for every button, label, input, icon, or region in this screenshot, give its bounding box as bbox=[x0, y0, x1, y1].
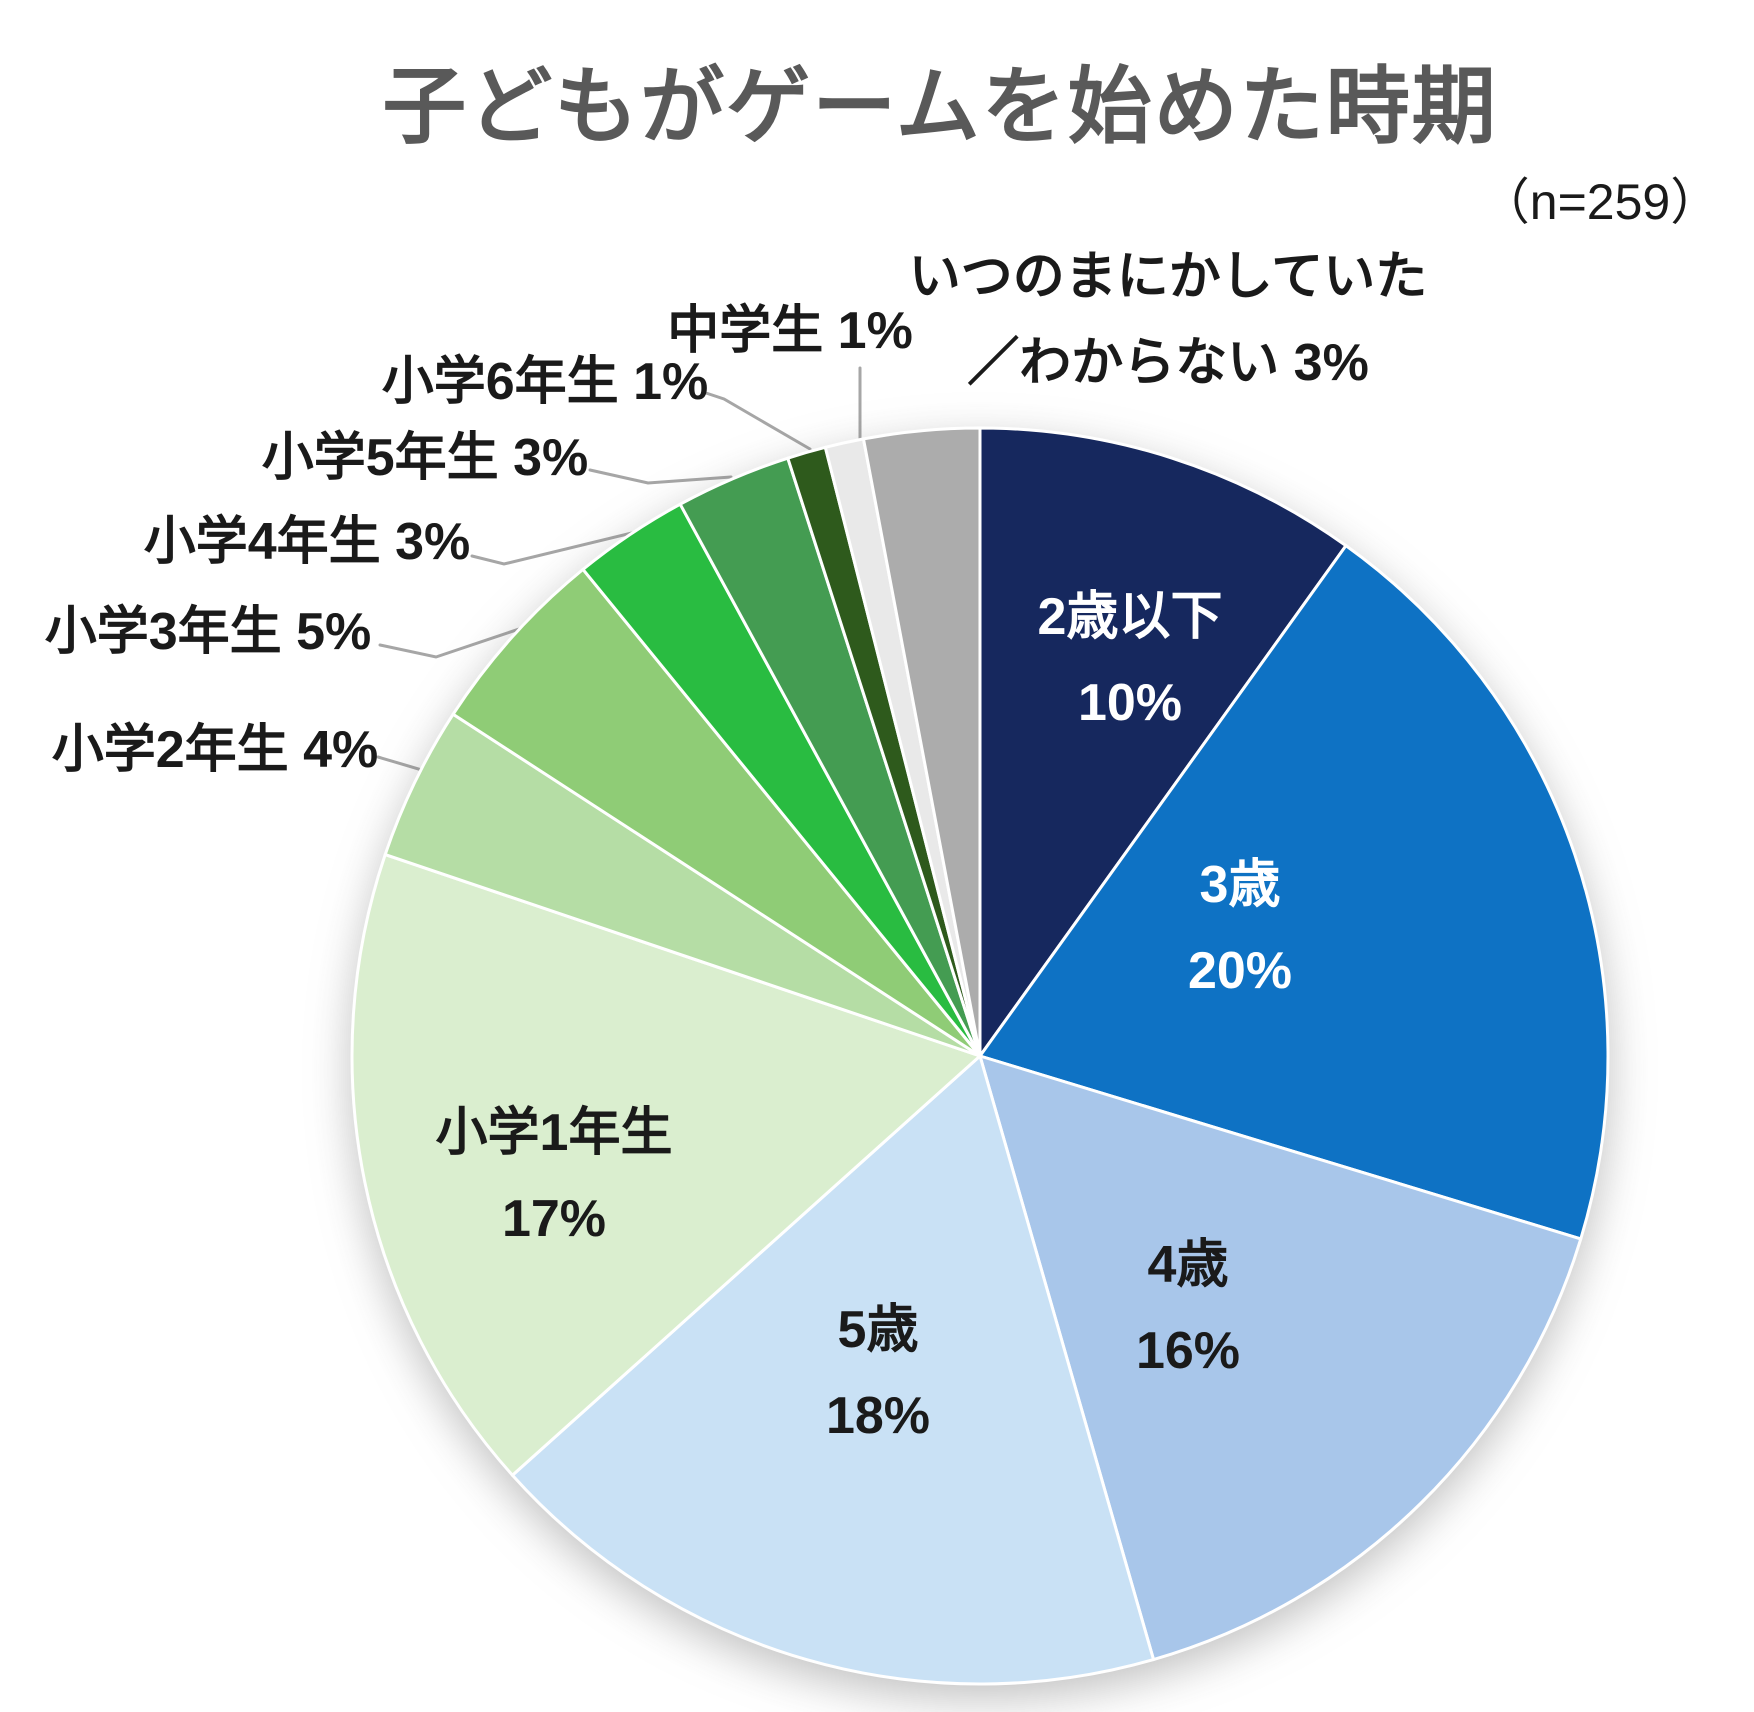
slice-label-age-2-or-under: 2歳以下 10% bbox=[1038, 574, 1223, 746]
pie-slice-age-2-or-under bbox=[978, 426, 1348, 1058]
slice-label-line: 小学4年生 3% bbox=[143, 513, 471, 571]
slice-label-line: 5歳 bbox=[837, 1301, 919, 1359]
slice-label-grade-1: 小学1年生 17% bbox=[436, 1090, 673, 1262]
leader-line-grade-6 bbox=[704, 391, 812, 451]
slice-label-grade-5: 小学5年生 3% bbox=[262, 415, 589, 501]
slice-label-line: 2歳以下 bbox=[1037, 588, 1223, 646]
slice-label-line: いつのまにかしていた bbox=[908, 248, 1428, 306]
slice-label-line: 小学6年生 1% bbox=[381, 353, 709, 411]
slice-label-line: 小学5年生 3% bbox=[261, 429, 589, 487]
slice-label-junior-high: 中学生 1% bbox=[667, 288, 913, 374]
slice-label-line: 10% bbox=[1077, 674, 1183, 732]
slice-label-line: 16% bbox=[1135, 1322, 1241, 1380]
slice-label-grade-6: 小学6年生 1% bbox=[382, 339, 709, 425]
slice-label-line: 小学3年生 5% bbox=[44, 603, 372, 661]
pie-slice-age-3 bbox=[978, 544, 1610, 1241]
slice-label-line: 小学1年生 bbox=[435, 1104, 673, 1162]
slice-label-line: 中学生 1% bbox=[667, 302, 913, 360]
slice-label-age-5: 5歳 18% bbox=[826, 1287, 930, 1459]
chart-title: 子どもがゲームを始めた時期 bbox=[382, 59, 1498, 154]
slice-label-age-4: 4歳 16% bbox=[1136, 1222, 1240, 1394]
slice-label-line: 3歳 bbox=[1199, 856, 1281, 914]
slice-label-line: 18% bbox=[825, 1387, 931, 1445]
slice-label-line: ／わからない 3% bbox=[967, 334, 1369, 392]
slice-label-age-3: 3歳 20% bbox=[1188, 842, 1292, 1014]
leader-line-grade-3 bbox=[378, 620, 542, 659]
pie-slice-grade-1 bbox=[350, 853, 982, 1477]
slice-label-grade-4: 小学4年生 3% bbox=[144, 499, 471, 585]
leader-line-grade-5 bbox=[588, 468, 733, 485]
slice-label-unknown: いつのまにかしていた ／わからない 3% bbox=[909, 234, 1427, 406]
slice-label-line: 17% bbox=[501, 1190, 607, 1248]
slice-label-line: 4歳 bbox=[1147, 1236, 1229, 1294]
leader-line-grade-4 bbox=[470, 530, 638, 566]
pie-slice-age-4 bbox=[978, 1054, 1583, 1662]
slice-label-line: 20% bbox=[1187, 942, 1293, 1000]
slice-label-grade-3: 小学3年生 5% bbox=[45, 589, 372, 675]
pie-slice-grade-3 bbox=[451, 567, 982, 1058]
pie-slice-unknown bbox=[861, 426, 982, 1058]
sample-size-note: （n=259） bbox=[1479, 174, 1721, 230]
pie-slice-age-5 bbox=[510, 1054, 1156, 1686]
pie-slices-group bbox=[350, 426, 1610, 1686]
slice-label-line: 小学2年生 4% bbox=[51, 721, 379, 779]
slice-label-grade-2: 小学2年生 4% bbox=[52, 707, 379, 793]
